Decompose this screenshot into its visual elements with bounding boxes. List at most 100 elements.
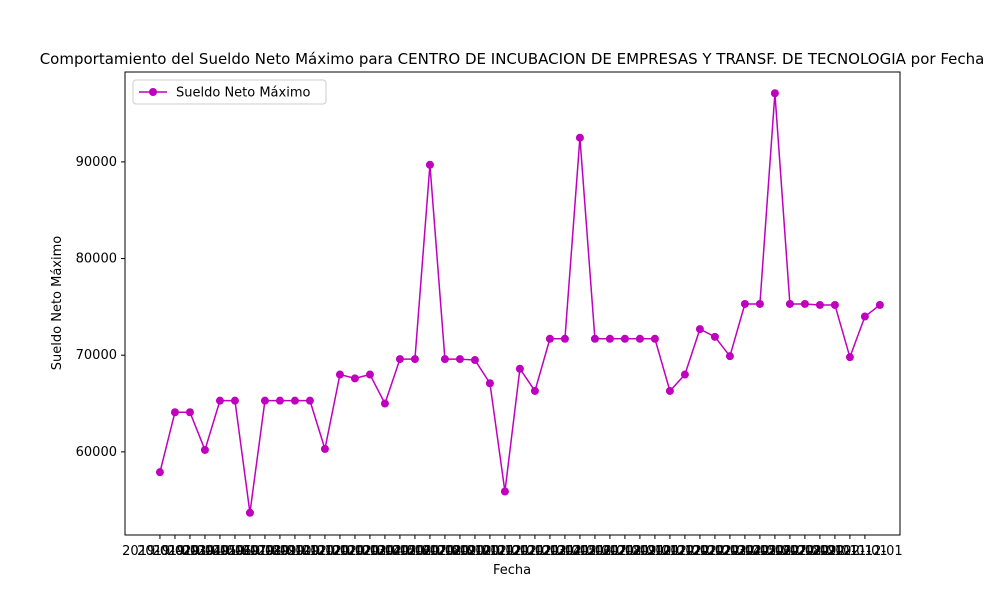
x-tick-label: 2021-11-01 xyxy=(632,544,708,559)
point xyxy=(215,396,224,405)
legend: Sueldo Neto Máximo xyxy=(132,79,327,105)
x-tick-label: 2019-06-01 xyxy=(197,544,273,559)
x-tick-label: 2019-10-01 xyxy=(257,544,333,559)
legend-label: Sueldo Neto Máximo xyxy=(176,86,310,101)
y-tick-label: 80000 xyxy=(76,252,117,267)
x-tick-label: 2019-05-01 xyxy=(182,544,258,559)
point xyxy=(380,399,389,408)
y-tick-label: 90000 xyxy=(76,155,117,170)
point xyxy=(755,299,764,308)
point xyxy=(725,352,734,361)
point xyxy=(260,396,269,405)
x-tick-label: 2021-04-01 xyxy=(527,544,603,559)
point xyxy=(575,133,584,142)
x-tick-label: 2020-09-01 xyxy=(422,544,498,559)
x-tick-label: 2019-08-01 xyxy=(227,544,303,559)
point xyxy=(860,312,869,321)
point xyxy=(650,334,659,343)
point xyxy=(770,89,779,98)
legend-box xyxy=(132,79,327,105)
x-tick-label: 2022-07-01 xyxy=(752,544,828,559)
x-tick-label: 2019-03-01 xyxy=(152,544,228,559)
x-tick-label: 2021-10-01 xyxy=(617,544,693,559)
point xyxy=(680,370,689,379)
legend-marker xyxy=(149,88,157,96)
point xyxy=(875,300,884,309)
x-tick-label: 2020-04-01 xyxy=(347,544,423,559)
x-tick-label: 2020-08-01 xyxy=(407,544,483,559)
x-tick-label: 2021-12-01 xyxy=(647,544,723,559)
point xyxy=(170,408,179,417)
x-tick-label: 2020-10-01 xyxy=(437,544,513,559)
chart-title: Comportamiento del Sueldo Neto Máximo pa… xyxy=(40,50,985,68)
x-tick-label: 2020-05-01 xyxy=(362,544,438,559)
point xyxy=(800,299,809,308)
x-tick-label: 2022-02-01 xyxy=(677,544,753,559)
x-tick-label: 2020-02-01 xyxy=(317,544,393,559)
x-tick-label: 2021-02-01 xyxy=(497,544,573,559)
point xyxy=(785,299,794,308)
point xyxy=(605,334,614,343)
x-tick-label: 2022-05-01 xyxy=(722,544,798,559)
point xyxy=(560,334,569,343)
x-tick-label: 2019-09-01 xyxy=(242,544,318,559)
point xyxy=(350,374,359,383)
x-tick-label: 2020-03-01 xyxy=(332,544,408,559)
point xyxy=(275,396,284,405)
point xyxy=(485,379,494,388)
point xyxy=(290,396,299,405)
point xyxy=(395,355,404,364)
point xyxy=(425,160,434,169)
point xyxy=(845,353,854,362)
point xyxy=(305,396,314,405)
x-axis-label: Fecha xyxy=(493,563,531,578)
y-tick-label: 70000 xyxy=(76,348,117,363)
x-tick-label: 2020-12-01 xyxy=(467,544,543,559)
plot-area xyxy=(124,71,901,536)
point xyxy=(455,355,464,364)
x-tick-label: 2021-01-01 xyxy=(482,544,558,559)
x-tick-label: 2020-01-01 xyxy=(302,544,378,559)
x-tick-label: 2022-03-01 xyxy=(692,544,768,559)
x-tick-label: 2020-11-01 xyxy=(452,544,528,559)
point xyxy=(470,356,479,365)
point xyxy=(200,445,209,454)
x-tick-label: 2021-07-01 xyxy=(572,544,648,559)
x-tick-label: 2021-03-01 xyxy=(512,544,588,559)
x-tick-label: 2019-04-01 xyxy=(167,544,243,559)
point xyxy=(365,370,374,379)
x-tick-label: 2020-07-01 xyxy=(392,544,468,559)
x-tick-label: 2021-05-01 xyxy=(542,544,618,559)
point xyxy=(545,334,554,343)
x-tick-label: 2022-04-01 xyxy=(707,544,783,559)
x-tick-label: 2019-11-01 xyxy=(272,544,348,559)
x-tick-label: 2019-12-01 xyxy=(287,544,363,559)
point xyxy=(230,396,239,405)
x-tick-label: 2022-08-01 xyxy=(767,544,843,559)
point xyxy=(410,355,419,364)
point xyxy=(500,487,509,496)
x-tick-label: 2022-09-01 xyxy=(782,544,858,559)
x-tick-label: 2020-06-01 xyxy=(377,544,453,559)
point xyxy=(695,325,704,334)
point xyxy=(815,300,824,309)
point xyxy=(320,444,329,453)
x-tick-label: 2022-12-01 xyxy=(827,544,903,559)
point xyxy=(185,408,194,417)
x-tick-label: 2022-06-01 xyxy=(737,544,813,559)
point xyxy=(440,355,449,364)
point xyxy=(590,334,599,343)
point xyxy=(335,370,344,379)
point xyxy=(245,508,254,517)
point xyxy=(515,364,524,373)
point xyxy=(530,386,539,395)
point xyxy=(830,300,839,309)
x-tick-label: 2021-08-01 xyxy=(587,544,663,559)
x-tick-label: 2021-06-01 xyxy=(557,544,633,559)
point xyxy=(620,334,629,343)
x-tick-label: 2021-09-01 xyxy=(602,544,678,559)
point xyxy=(155,468,164,477)
y-tick-label: 60000 xyxy=(76,445,117,460)
x-tick-label: 2022-11-01 xyxy=(812,544,888,559)
